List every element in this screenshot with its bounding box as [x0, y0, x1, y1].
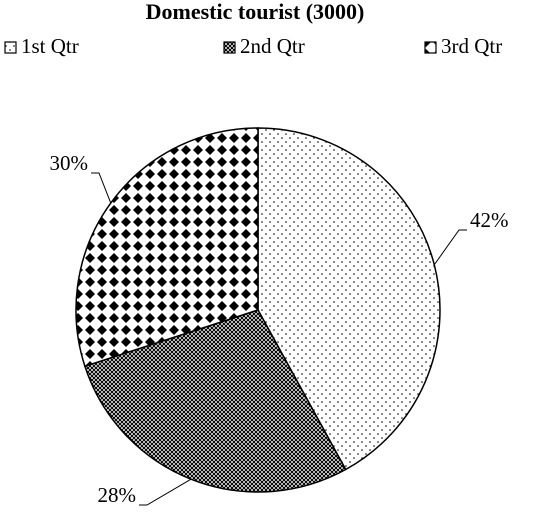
leader-line: [433, 229, 467, 266]
data-label: 28%: [98, 483, 137, 507]
legend-swatch: [4, 41, 17, 54]
pie-slice: [257, 127, 441, 471]
pie-slice: [75, 127, 259, 368]
pie-slice: [83, 309, 347, 493]
legend-label: 2nd Qtr: [240, 34, 305, 58]
legend-label: 1st Qtr: [21, 34, 79, 58]
data-label: 42%: [470, 208, 509, 232]
chart-title: Domestic tourist (3000): [146, 0, 365, 24]
data-label: 30%: [50, 151, 89, 175]
legend-swatch: [223, 41, 236, 54]
legend-swatch: [424, 41, 437, 54]
leader-line: [139, 478, 192, 506]
leader-line: [91, 172, 112, 204]
legend-label: 3rd Qtr: [441, 34, 502, 58]
